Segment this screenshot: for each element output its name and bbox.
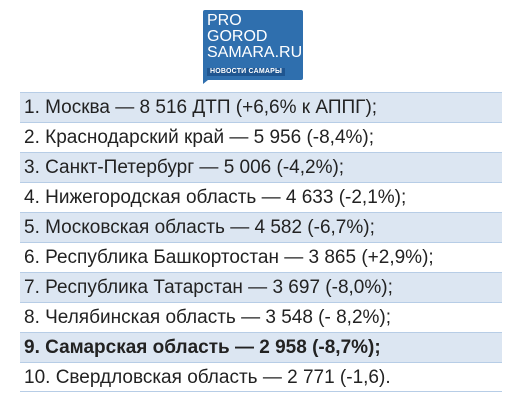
logo-line-pro: PRO (207, 12, 242, 29)
list-item: 6. Республика Башкортостан — 3 865 (+2,9… (20, 242, 502, 272)
list-item: 4. Нижегородская область — 4 633 (-2,1%)… (20, 182, 502, 212)
list-item-highlighted: 9. Самарская область — 2 958 (-8,7%); (20, 332, 502, 362)
ranking-list: 1. Москва — 8 516 ДТП (+6,6% к АППГ); 2.… (20, 92, 502, 392)
list-item: 2. Краснодарский край — 5 956 (-8,4%); (20, 122, 502, 152)
list-item: 5. Московская область — 4 582 (-6,7%); (20, 212, 502, 242)
list-item: 10. Свердловская область — 2 771 (-1,6). (20, 362, 502, 392)
logo-subtitle: НОВОСТИ САМАРЫ (207, 68, 286, 76)
list-item: 1. Москва — 8 516 ДТП (+6,6% к АППГ); (20, 92, 502, 122)
logo-badge: PRO GOROD SAMARA.RU НОВОСТИ САМАРЫ (203, 10, 303, 80)
list-item: 8. Челябинская область — 3 548 (- 8,2%); (20, 302, 502, 332)
logo: PRO GOROD SAMARA.RU НОВОСТИ САМАРЫ (203, 10, 310, 84)
logo-speech-tail (203, 76, 213, 84)
list-item: 7. Республика Татарстан — 3 697 (-8,0%); (20, 272, 502, 302)
logo-line-gorod: GOROD (207, 28, 268, 45)
logo-line-samara: SAMARA.RU (207, 44, 303, 61)
list-item: 3. Санкт-Петербург — 5 006 (-4,2%); (20, 152, 502, 182)
